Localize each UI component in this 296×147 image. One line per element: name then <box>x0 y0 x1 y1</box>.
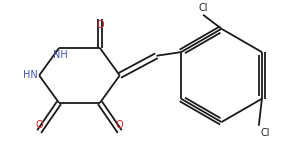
Text: O: O <box>35 120 43 130</box>
Text: O: O <box>116 120 123 130</box>
Text: HN: HN <box>22 70 37 80</box>
Text: O: O <box>96 20 104 30</box>
Text: NH: NH <box>52 50 67 60</box>
Text: Cl: Cl <box>261 128 270 138</box>
Text: Cl: Cl <box>198 3 208 13</box>
